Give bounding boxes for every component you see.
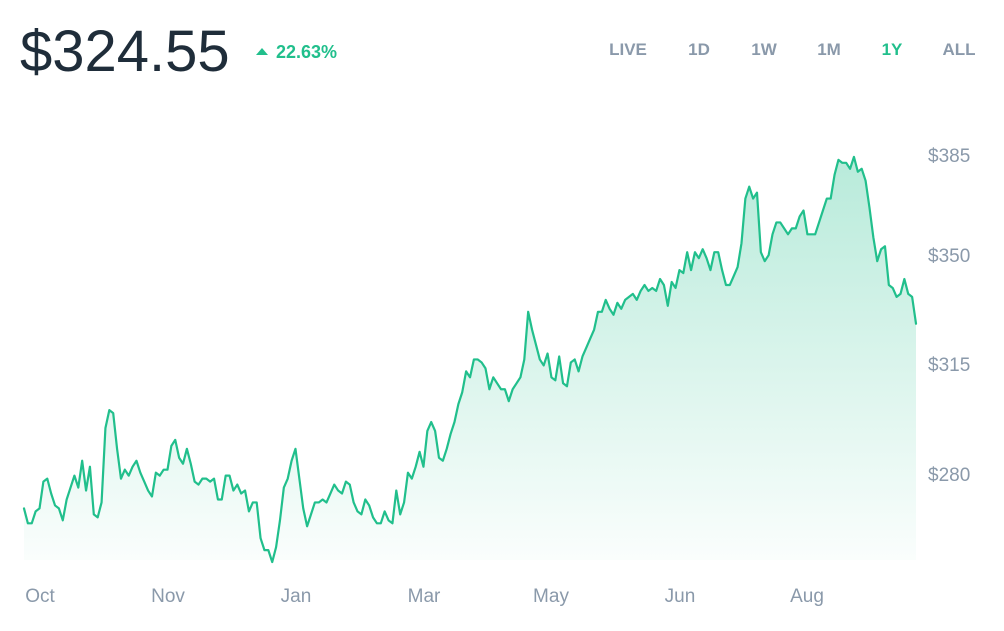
change-percent: 22.63% [276,41,338,62]
x-tick-label: Aug [790,586,824,607]
current-price: $324.55 [20,19,230,84]
x-tick-label: Oct [25,586,55,607]
x-tick-label: Jan [281,586,312,607]
time-range-tabs: LIVE 1D 1W 1M 1Y ALL [0,40,1004,64]
price-line [22,155,918,564]
range-tab-1y[interactable]: 1Y [881,40,903,59]
x-tick-label: Jun [665,586,696,607]
x-tick-label: Nov [151,586,185,607]
range-tab-live[interactable]: LIVE [609,40,647,59]
triangle-up-icon [256,47,268,55]
y-tick-label: $385 [928,146,970,167]
price-area-fill [24,156,916,563]
range-tab-all[interactable]: ALL [942,40,976,59]
y-tick-label: $315 [928,355,970,376]
range-tab-1m[interactable]: 1M [817,40,841,59]
y-tick-label: $280 [928,465,970,486]
range-tab-1w[interactable]: 1W [751,40,777,59]
y-tick-label: $350 [928,246,970,267]
range-tab-1d[interactable]: 1D [688,40,710,59]
x-tick-label: Mar [408,586,441,607]
price-change: 22.63% [256,40,337,64]
x-tick-label: May [533,586,569,607]
